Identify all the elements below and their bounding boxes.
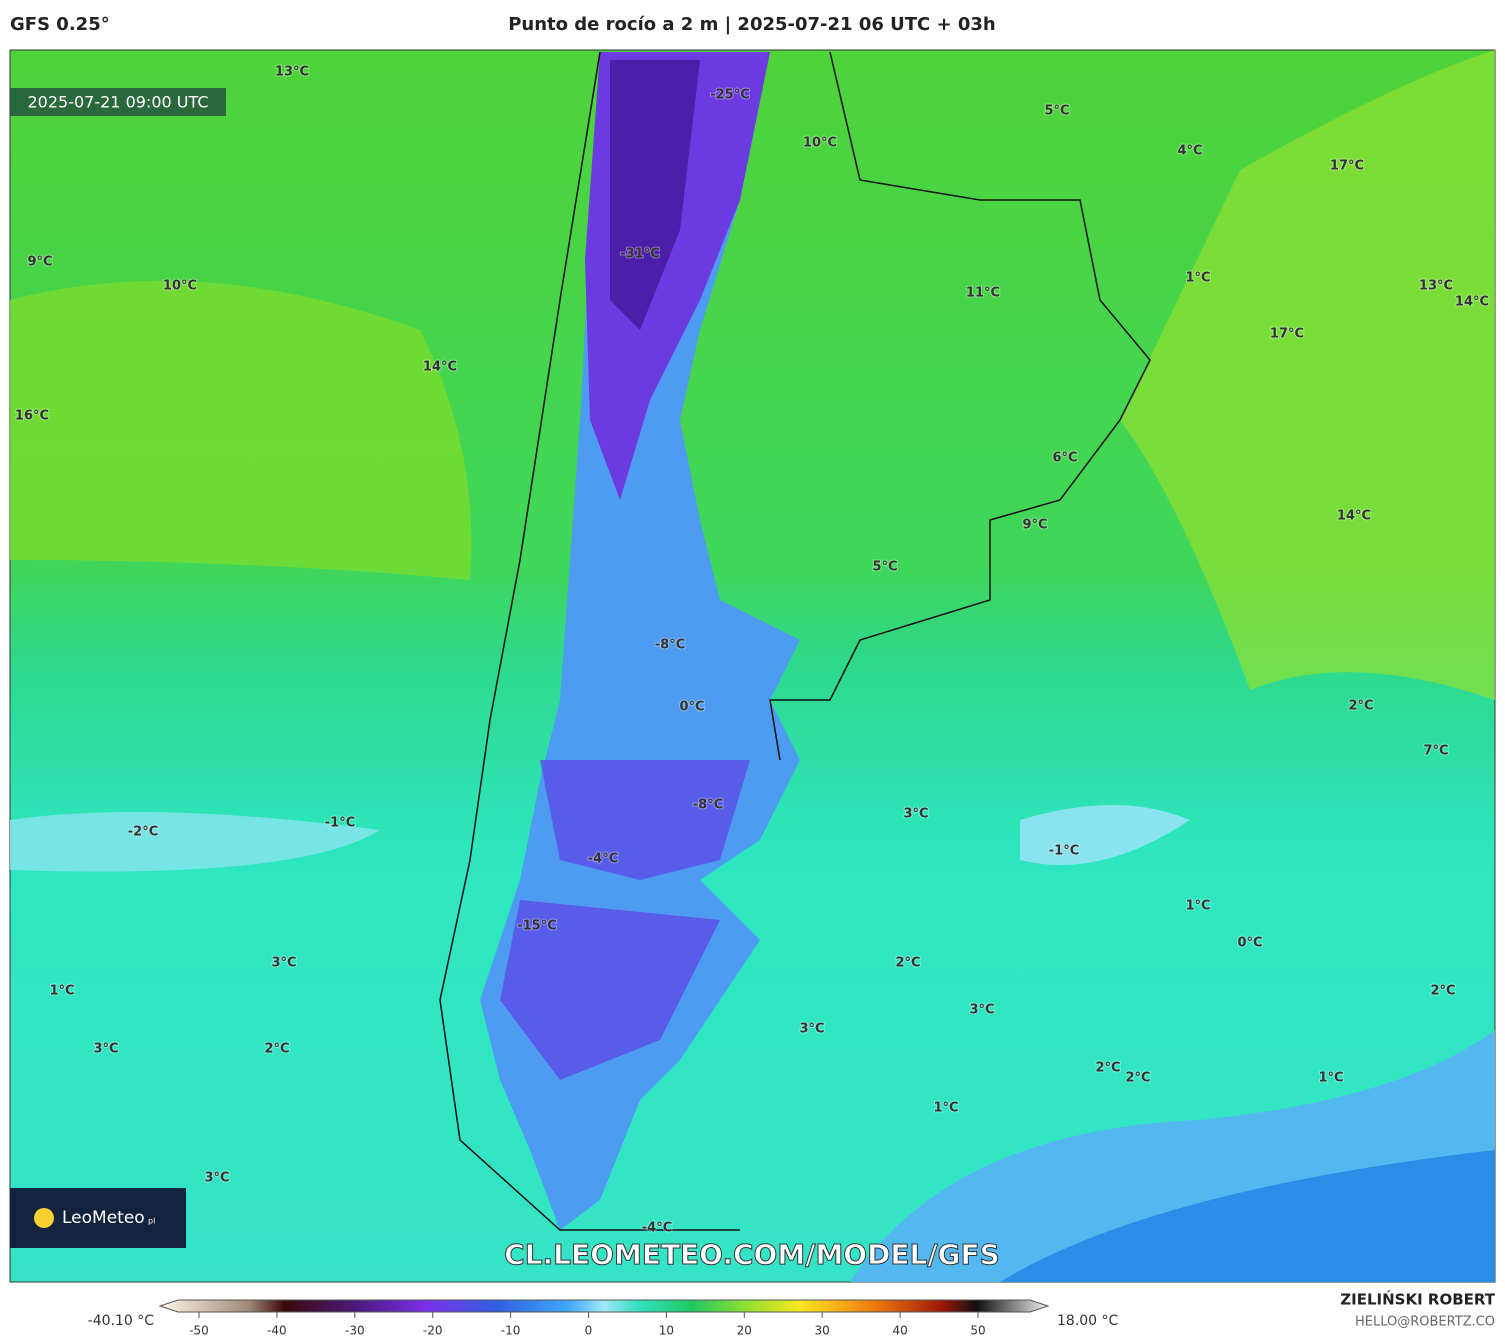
temp-label: 7°C (1423, 744, 1448, 759)
very-cold-area (610, 60, 700, 330)
temp-label: 2°C (264, 1042, 289, 1057)
colorbar-tick-label: -20 (423, 1324, 443, 1338)
cold-area (500, 760, 750, 1080)
temp-label: 1°C (933, 1101, 958, 1116)
temp-label: 13°C (1419, 279, 1453, 294)
temp-label: 10°C (803, 136, 837, 151)
temp-label: 3°C (204, 1171, 229, 1186)
colorbar-min: -40.10 °C (88, 1313, 155, 1329)
colorbar-tick-label: -40 (267, 1324, 287, 1338)
colorbar-tick-label: 30 (815, 1324, 830, 1338)
cool-area (10, 812, 380, 872)
valid-time: 2025-07-21 09:00 UTC (28, 93, 209, 112)
colorbar: -40.10 °C 18.00 °C -50 -40 -30 -20 -10 0 10 20 3… (88, 1299, 1119, 1338)
temp-label: 11°C (966, 286, 1000, 301)
logo: LeoMeteo (62, 1208, 145, 1228)
colorbar-tick-label: 40 (892, 1324, 907, 1338)
logo-sun (34, 1208, 54, 1228)
temp-label: 3°C (799, 1022, 824, 1037)
temp-label: 2°C (1125, 1071, 1150, 1086)
colorbar-tick-label: 10 (659, 1324, 674, 1338)
watermark: CL.LEOMETEO.COM/MODEL/GFS (504, 1238, 1000, 1271)
temp-label: 1°C (1318, 1071, 1343, 1086)
colorbar-tick-label: 20 (737, 1324, 752, 1338)
temp-label: 14°C (1455, 295, 1489, 310)
temp-label: 14°C (1337, 509, 1371, 524)
warm-area (10, 280, 472, 580)
temp-label: 3°C (969, 1003, 994, 1018)
temp-label: -25°C (710, 88, 750, 103)
temp-label: 1°C (49, 984, 74, 999)
colorbar-max: 18.00 °C (1057, 1313, 1119, 1329)
temp-label: 2°C (895, 956, 920, 971)
cool-area (1020, 805, 1190, 865)
temp-label: 1°C (1185, 271, 1210, 286)
coastline (439, 51, 1151, 1231)
temp-label: -8°C (655, 638, 685, 653)
temp-label: 13°C (275, 65, 309, 80)
map-title: Punto de rocío a 2 m | 2025-07-21 06 UTC… (508, 14, 996, 35)
temp-label: 17°C (1270, 327, 1304, 342)
colorbar-tick-label: 0 (585, 1324, 593, 1338)
temp-label: -1°C (325, 816, 355, 831)
colorbar-tick-label: 50 (970, 1324, 985, 1338)
colorbar-bar (158, 1299, 1050, 1313)
temp-label: 17°C (1330, 159, 1364, 174)
temp-label: 14°C (423, 360, 457, 375)
email: HELLO@ROBERTZ.CO (1355, 1315, 1495, 1330)
temp-label: -4°C (642, 1221, 672, 1236)
warm-area (1120, 50, 1495, 700)
temp-label: 0°C (679, 700, 704, 715)
temp-label: 3°C (93, 1042, 118, 1057)
time-box (10, 88, 226, 116)
temp-label: 2°C (1095, 1061, 1120, 1076)
temp-label: 0°C (1237, 936, 1262, 951)
temp-label: 4°C (1177, 144, 1202, 159)
temp-label: 1°C (1185, 899, 1210, 914)
temp-label: -2°C (128, 825, 158, 840)
temp-label: 3°C (903, 807, 928, 822)
map: 2025-07-21 09:00 UTC 13°C -25°C 10°C 5°C 4°C… (9, 49, 1496, 1283)
temp-label: 5°C (872, 560, 897, 575)
temp-label: -1°C (1049, 844, 1079, 859)
colorbar-tick-label: -30 (345, 1324, 365, 1338)
colorbar-tick-label: -10 (501, 1324, 521, 1338)
temp-label: 10°C (163, 279, 197, 294)
cold-area (1000, 1150, 1495, 1282)
temp-label: -15°C (517, 919, 557, 934)
temp-label: 2°C (1430, 984, 1455, 999)
temp-label: -4°C (588, 852, 618, 867)
temp-label: -8°C (693, 798, 723, 813)
colorbar-tick-label: -50 (189, 1324, 209, 1338)
temp-label: 6°C (1052, 451, 1077, 466)
temp-label: 9°C (27, 255, 52, 270)
temp-label: 3°C (271, 956, 296, 971)
model-name: GFS 0.25° (10, 14, 110, 35)
logo-suffix: pl (148, 1217, 155, 1226)
temp-label: 9°C (1022, 518, 1047, 533)
temp-label: 5°C (1044, 104, 1069, 119)
temp-labels: 13°C -25°C 10°C 5°C 4°C 17°C 9°C 10°C -31°C 11°C 1… (14, 64, 1490, 1237)
temp-label: 2°C (1348, 699, 1373, 714)
author: ZIELIŃSKI ROBERT (1340, 1290, 1495, 1309)
temp-label: 16°C (15, 409, 49, 424)
temp-label: -31°C (620, 247, 660, 262)
